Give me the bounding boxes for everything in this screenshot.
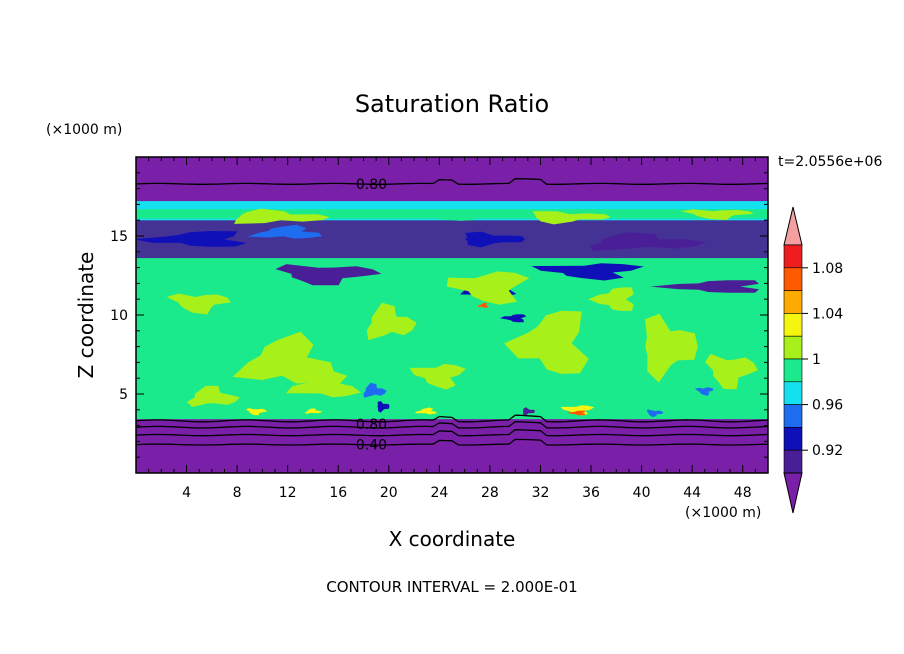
colorbar-bin: [783, 358, 803, 383]
colorbar-bin: [783, 267, 803, 291]
colorbar-bin: [783, 335, 803, 360]
field-cell: [413, 210, 487, 221]
field-cell: [465, 231, 526, 248]
field-cell: [304, 408, 323, 414]
field-cell: [275, 264, 382, 286]
x-tick-label: 24: [430, 485, 448, 501]
y-axis-label: Z coordinate: [74, 252, 98, 379]
field-cell: [645, 313, 698, 383]
x-tick-label: 28: [481, 485, 499, 501]
x-tick-label: 4: [182, 485, 191, 501]
y-tick-label: 5: [119, 387, 128, 403]
contour-line: [136, 429, 768, 437]
colorbar-label: 1: [812, 352, 821, 368]
field-cell: [377, 401, 390, 413]
x-tick-label: 12: [279, 485, 297, 501]
field-cell: [705, 353, 758, 390]
x-tick-label: 16: [329, 485, 347, 501]
field-cell: [499, 314, 527, 323]
upper-dark-band: [136, 220, 768, 259]
time-label: t=2.0556e+06: [778, 154, 882, 170]
field-cell: [588, 287, 634, 311]
colorbar-label: 1.08: [812, 261, 843, 277]
field-cell: [532, 211, 611, 225]
field-cell: [232, 331, 335, 384]
x-axis-ticks: 4 8 12 16 20 24 28 32 36 40 44 48: [148, 157, 756, 501]
y-axis-ticks: 5 10 15: [110, 172, 768, 458]
x-tick-label: 48: [734, 485, 752, 501]
field-cell: [646, 409, 664, 417]
colorbar-bin: [783, 313, 803, 337]
field-cell: [414, 407, 438, 415]
field-cell: [567, 410, 586, 416]
field-cell: [409, 363, 466, 390]
colorbar-bin: [783, 381, 803, 405]
field-cell: [590, 232, 707, 251]
field-cell: [531, 263, 644, 281]
colorbar: 1.08 1.04 1 0.96 0.92: [783, 206, 843, 514]
chart-title: Saturation Ratio: [355, 90, 549, 118]
contour-line: [136, 438, 768, 446]
field-cell: [246, 408, 268, 416]
contour-line: [136, 414, 768, 423]
colorbar-label: 1.04: [812, 306, 843, 322]
field-cell: [650, 280, 760, 293]
x-tick-label: 44: [683, 485, 701, 501]
field-cell: [694, 387, 714, 396]
field-cell: [522, 407, 535, 416]
colorbar-top-arrow: [783, 206, 803, 246]
x-tick-label: 36: [582, 485, 600, 501]
x-tick-label: 40: [633, 485, 651, 501]
contour-label: 0.80: [356, 177, 387, 193]
contour-interval-footer: CONTOUR INTERVAL = 2.000E-01: [326, 578, 577, 596]
x-tick-label: 20: [380, 485, 398, 501]
contour-line: [136, 421, 768, 429]
y-tick-label: 15: [110, 229, 128, 245]
x-axis-unit: (×1000 m): [685, 505, 761, 521]
colorbar-bin: [783, 449, 803, 474]
field-cell: [680, 209, 754, 220]
colorbar-label: 0.96: [812, 398, 843, 414]
colorbar-bin: [783, 290, 803, 314]
field-cell: [186, 385, 240, 407]
contour-label: 0.40: [356, 438, 387, 454]
contour-label: 0.80: [356, 417, 387, 433]
x-tick-label: 32: [532, 485, 550, 501]
x-axis-label: X coordinate: [389, 527, 516, 551]
field-cell: [247, 224, 323, 239]
y-axis-unit: (×1000 m): [46, 122, 122, 138]
field-cell: [136, 231, 247, 247]
field-cell: [560, 405, 595, 416]
contour-lines: 0.80 0.80 0.40: [136, 177, 768, 454]
field-cell: [285, 371, 361, 398]
lower-band: [136, 419, 768, 473]
field-cell: [504, 310, 589, 374]
field-cell: [366, 302, 417, 341]
colorbar-bin: [783, 244, 803, 269]
field-cell: [166, 293, 231, 315]
colorbar-bin: [783, 404, 803, 428]
colorbar-bin: [783, 427, 803, 451]
colorbar-bottom-arrow: [783, 472, 803, 514]
field-cell: [234, 208, 330, 224]
contour-line: [136, 178, 768, 185]
field-cell: [477, 302, 489, 308]
colorbar-label: 0.92: [812, 443, 843, 459]
field-cell: [363, 382, 387, 398]
y-tick-label: 10: [110, 308, 128, 324]
field-cell: [446, 271, 530, 305]
x-tick-label: 8: [233, 485, 242, 501]
saturation-field: [136, 157, 768, 473]
